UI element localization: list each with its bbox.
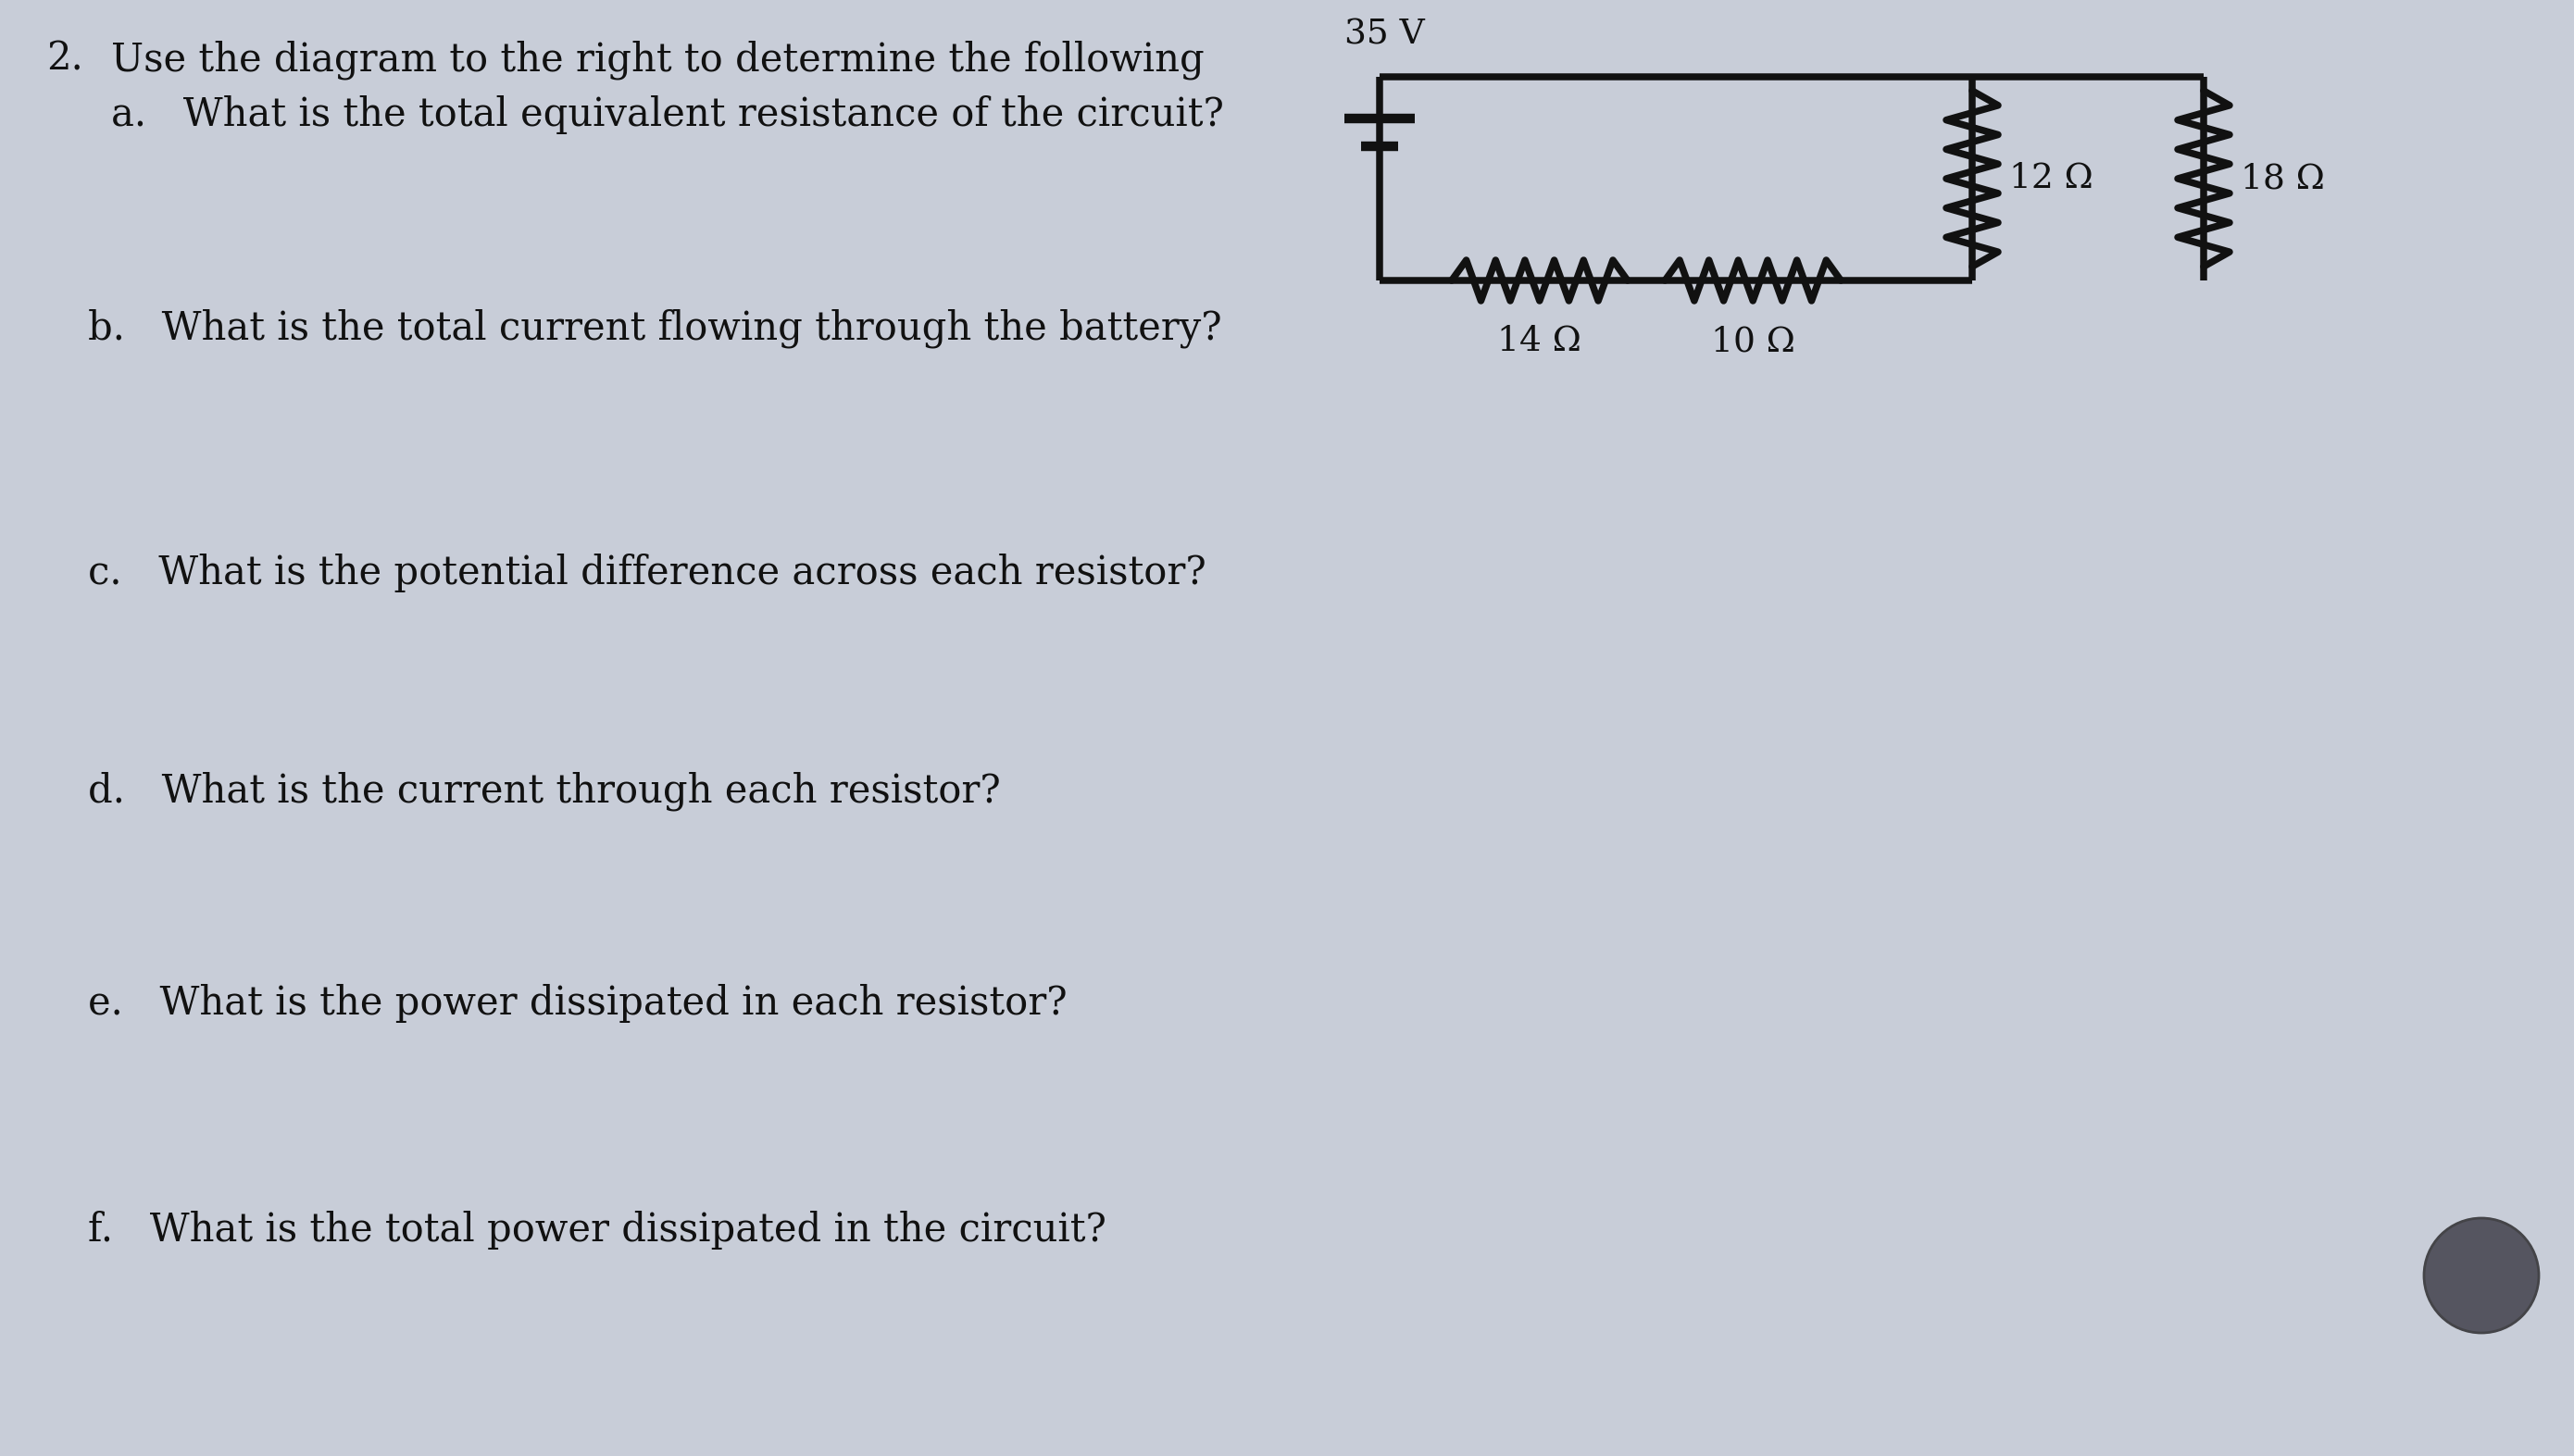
Text: f.   What is the total power dissipated in the circuit?: f. What is the total power dissipated in… [88,1211,1107,1249]
Circle shape [2425,1219,2538,1332]
Text: 10 Ω: 10 Ω [1712,325,1794,358]
Text: c.   What is the potential difference across each resistor?: c. What is the potential difference acro… [88,553,1207,593]
Text: b.   What is the total current flowing through the battery?: b. What is the total current flowing thr… [88,309,1223,348]
Text: 2.: 2. [46,39,82,79]
Text: 35 V: 35 V [1344,17,1423,51]
Text: 14 Ω: 14 Ω [1498,325,1580,358]
Text: e.   What is the power dissipated in each resistor?: e. What is the power dissipated in each … [88,984,1068,1022]
Text: 12 Ω: 12 Ω [2010,162,2093,195]
Text: d.   What is the current through each resistor?: d. What is the current through each resi… [88,772,1001,811]
Text: a.   What is the total equivalent resistance of the circuit?: a. What is the total equivalent resistan… [111,95,1223,134]
Text: Use the diagram to the right to determine the following: Use the diagram to the right to determin… [111,39,1205,79]
Text: 18 Ω: 18 Ω [2242,162,2324,195]
